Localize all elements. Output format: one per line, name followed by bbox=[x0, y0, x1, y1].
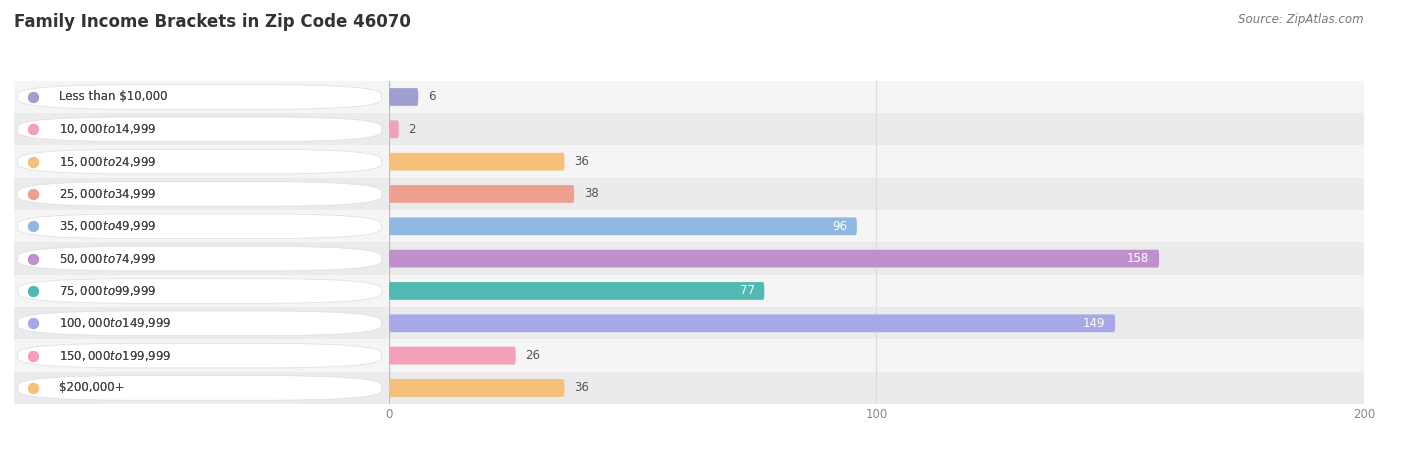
Bar bbox=[14, 275, 389, 307]
Text: Family Income Brackets in Zip Code 46070: Family Income Brackets in Zip Code 46070 bbox=[14, 13, 411, 31]
FancyBboxPatch shape bbox=[18, 343, 381, 368]
Text: $200,000+: $200,000+ bbox=[59, 382, 125, 394]
Bar bbox=[389, 339, 1364, 372]
Text: $15,000 to $24,999: $15,000 to $24,999 bbox=[59, 154, 156, 169]
Bar bbox=[389, 242, 1364, 275]
FancyBboxPatch shape bbox=[18, 247, 381, 271]
FancyBboxPatch shape bbox=[18, 150, 381, 174]
FancyBboxPatch shape bbox=[18, 311, 381, 335]
Text: 36: 36 bbox=[574, 155, 589, 168]
Text: Less than $10,000: Less than $10,000 bbox=[59, 91, 167, 103]
FancyBboxPatch shape bbox=[18, 85, 381, 109]
FancyBboxPatch shape bbox=[389, 347, 516, 365]
Text: $35,000 to $49,999: $35,000 to $49,999 bbox=[59, 219, 156, 233]
FancyBboxPatch shape bbox=[18, 214, 381, 238]
Bar bbox=[14, 81, 389, 113]
Text: 158: 158 bbox=[1128, 252, 1149, 265]
FancyBboxPatch shape bbox=[389, 250, 1159, 268]
FancyBboxPatch shape bbox=[389, 217, 856, 235]
FancyBboxPatch shape bbox=[389, 185, 574, 203]
Text: 2: 2 bbox=[409, 123, 416, 136]
Text: $15,000 to $24,999: $15,000 to $24,999 bbox=[59, 154, 156, 169]
Bar bbox=[14, 210, 389, 242]
Bar bbox=[14, 372, 389, 404]
Text: $25,000 to $34,999: $25,000 to $34,999 bbox=[59, 187, 156, 201]
Text: $10,000 to $14,999: $10,000 to $14,999 bbox=[59, 122, 156, 136]
Bar bbox=[14, 242, 389, 275]
Text: Less than $10,000: Less than $10,000 bbox=[59, 91, 167, 103]
FancyBboxPatch shape bbox=[389, 379, 564, 397]
Text: 36: 36 bbox=[574, 382, 589, 394]
FancyBboxPatch shape bbox=[18, 376, 381, 400]
Text: 38: 38 bbox=[583, 188, 599, 200]
Text: $10,000 to $14,999: $10,000 to $14,999 bbox=[59, 122, 156, 136]
Text: 77: 77 bbox=[740, 285, 755, 297]
Text: 26: 26 bbox=[526, 349, 540, 362]
Text: $100,000 to $149,999: $100,000 to $149,999 bbox=[59, 316, 172, 330]
Bar bbox=[14, 178, 389, 210]
Text: 6: 6 bbox=[427, 91, 436, 103]
Bar bbox=[14, 307, 389, 339]
FancyBboxPatch shape bbox=[389, 314, 1115, 332]
Text: $150,000 to $199,999: $150,000 to $199,999 bbox=[59, 348, 172, 363]
FancyBboxPatch shape bbox=[389, 153, 564, 171]
Text: $35,000 to $49,999: $35,000 to $49,999 bbox=[59, 219, 156, 233]
Bar bbox=[389, 145, 1364, 178]
Bar bbox=[389, 372, 1364, 404]
Text: $50,000 to $74,999: $50,000 to $74,999 bbox=[59, 251, 156, 266]
Text: $200,000+: $200,000+ bbox=[59, 382, 125, 394]
Text: $150,000 to $199,999: $150,000 to $199,999 bbox=[59, 348, 172, 363]
FancyBboxPatch shape bbox=[389, 88, 418, 106]
Bar bbox=[389, 210, 1364, 242]
FancyBboxPatch shape bbox=[18, 182, 381, 206]
Text: $75,000 to $99,999: $75,000 to $99,999 bbox=[59, 284, 156, 298]
Text: $50,000 to $74,999: $50,000 to $74,999 bbox=[59, 251, 156, 266]
Text: 149: 149 bbox=[1083, 317, 1105, 330]
FancyBboxPatch shape bbox=[18, 117, 381, 141]
Bar bbox=[14, 113, 389, 145]
Text: Source: ZipAtlas.com: Source: ZipAtlas.com bbox=[1239, 13, 1364, 26]
Bar bbox=[14, 339, 389, 372]
FancyBboxPatch shape bbox=[389, 120, 399, 138]
FancyBboxPatch shape bbox=[18, 279, 381, 303]
Text: $100,000 to $149,999: $100,000 to $149,999 bbox=[59, 316, 172, 330]
Text: 96: 96 bbox=[832, 220, 848, 233]
Bar bbox=[389, 81, 1364, 113]
Bar bbox=[389, 113, 1364, 145]
Text: $25,000 to $34,999: $25,000 to $34,999 bbox=[59, 187, 156, 201]
Bar bbox=[389, 178, 1364, 210]
FancyBboxPatch shape bbox=[389, 282, 765, 300]
Text: $75,000 to $99,999: $75,000 to $99,999 bbox=[59, 284, 156, 298]
Bar bbox=[389, 307, 1364, 339]
Bar bbox=[14, 145, 389, 178]
Bar bbox=[389, 275, 1364, 307]
